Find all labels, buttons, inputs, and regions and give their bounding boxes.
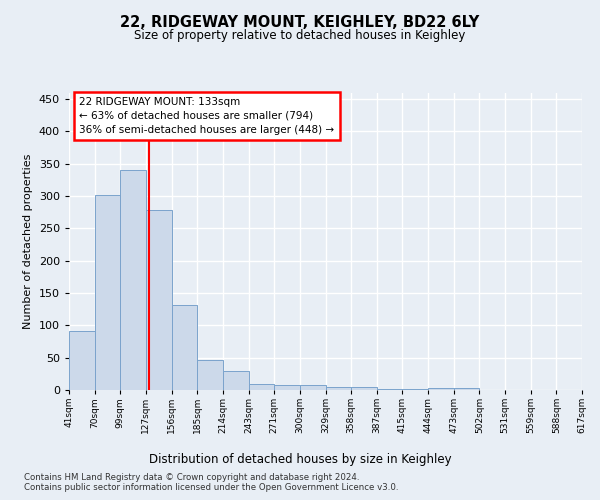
Bar [325, 388, 351, 390]
Bar [172, 306, 197, 390]
Bar [351, 388, 377, 390]
Bar [95, 196, 121, 390]
Bar [274, 385, 300, 390]
Text: Contains HM Land Registry data © Crown copyright and database right 2024.: Contains HM Land Registry data © Crown c… [24, 472, 359, 482]
Bar [428, 388, 454, 390]
Text: Contains public sector information licensed under the Open Government Licence v3: Contains public sector information licen… [24, 484, 398, 492]
Bar [248, 384, 274, 390]
Bar [223, 370, 248, 390]
Bar [454, 388, 479, 390]
Bar [146, 210, 172, 390]
Text: Size of property relative to detached houses in Keighley: Size of property relative to detached ho… [134, 28, 466, 42]
Bar [69, 331, 95, 390]
Bar [300, 385, 325, 390]
Text: Distribution of detached houses by size in Keighley: Distribution of detached houses by size … [149, 452, 451, 466]
Text: 22 RIDGEWAY MOUNT: 133sqm
← 63% of detached houses are smaller (794)
36% of semi: 22 RIDGEWAY MOUNT: 133sqm ← 63% of detac… [79, 97, 334, 135]
Y-axis label: Number of detached properties: Number of detached properties [23, 154, 33, 329]
Text: 22, RIDGEWAY MOUNT, KEIGHLEY, BD22 6LY: 22, RIDGEWAY MOUNT, KEIGHLEY, BD22 6LY [121, 15, 479, 30]
Bar [197, 360, 223, 390]
Bar [121, 170, 146, 390]
